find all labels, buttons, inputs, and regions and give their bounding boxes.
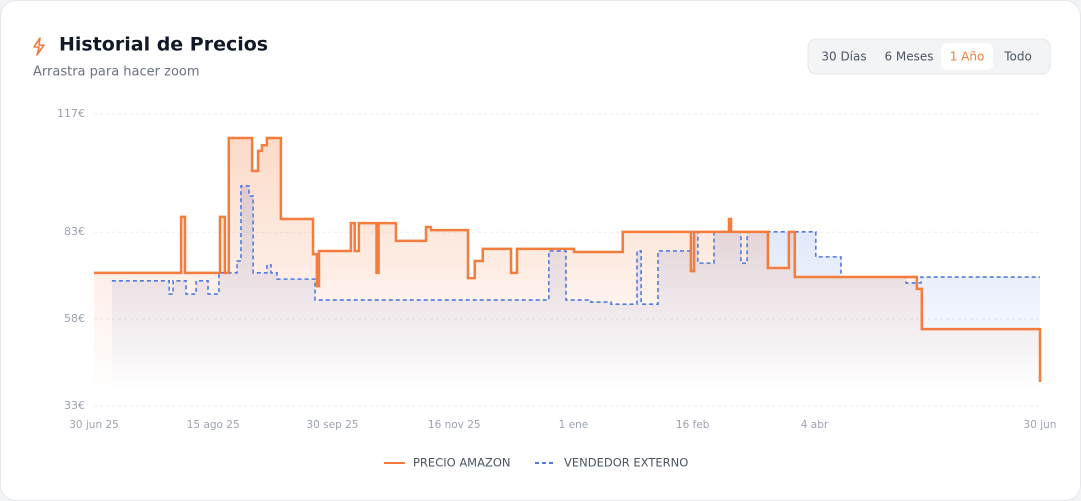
- x-tick-label: 15 ago 25: [187, 419, 240, 431]
- range-button[interactable]: 6 Meses: [884, 50, 933, 64]
- range-button[interactable]: 30 Días: [821, 50, 866, 64]
- y-tick-label: 33€: [64, 399, 85, 412]
- y-tick-label: 83€: [64, 225, 85, 238]
- x-tick-label: 30 sep 25: [306, 419, 358, 431]
- series-area: [94, 137, 1040, 391]
- x-tick-label: 16 feb: [676, 419, 710, 431]
- series-line: [111, 185, 1040, 305]
- range-button[interactable]: 1 Año: [950, 50, 985, 64]
- x-tick-label: 30 jun: [1024, 419, 1057, 431]
- y-tick-label: 58€: [64, 312, 85, 325]
- range-button-bg[interactable]: [941, 43, 993, 70]
- chart-subtitle: Arrastra para hacer zoom: [33, 65, 200, 80]
- legend-label: PRECIO AMAZON: [413, 456, 511, 470]
- bolt-icon: [33, 37, 45, 56]
- x-tick-label: 16 nov 25: [428, 419, 481, 431]
- y-tick-label: 117€: [57, 107, 85, 120]
- chart-title: Historial de Precios: [59, 34, 268, 56]
- x-tick-label: 4 abr: [801, 419, 829, 431]
- x-tick-label: 1 ene: [559, 419, 589, 431]
- series-line: [94, 136, 1042, 383]
- range-button[interactable]: Todo: [1003, 50, 1032, 64]
- x-tick-label: 30 jun 25: [69, 419, 119, 431]
- legend-label: VENDEDOR EXTERNO: [564, 456, 688, 470]
